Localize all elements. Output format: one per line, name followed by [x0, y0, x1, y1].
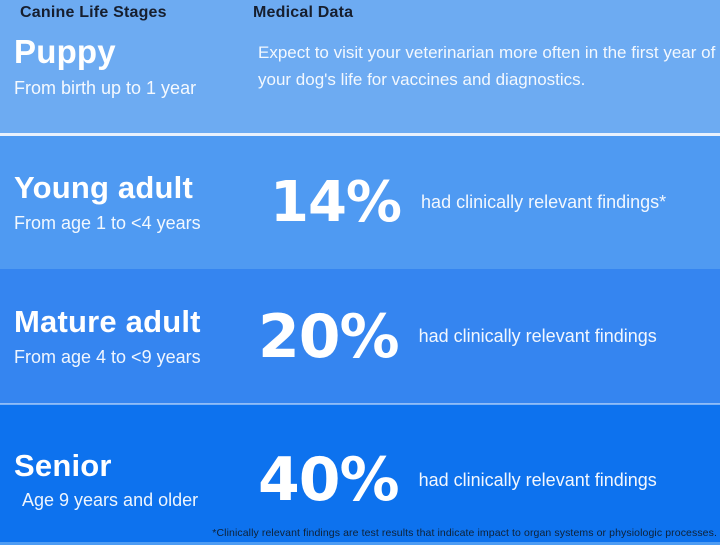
row-puppy-content: Puppy From birth up to 1 year Expect to … [0, 0, 720, 133]
stage-title-puppy: Puppy [14, 33, 116, 71]
row-senior-content: Senior Age 9 years and older 40% had cli… [0, 405, 720, 545]
stage-age-range-puppy: From birth up to 1 year [14, 77, 197, 98]
footnote: *Clinically relevant findings are test r… [212, 527, 717, 539]
column-header-canine-life-stages: Canine Life Stages [20, 4, 167, 21]
stage-block-young-adult: Young adult From age 1 to <4 years [0, 171, 246, 233]
stat-caption-senior: had clinically relevant findings [418, 469, 657, 490]
column-header-medical-data: Medical Data [253, 4, 354, 21]
medical-description-puppy: Expect to visit your veterinarian more o… [258, 43, 716, 89]
stage-age-range-young-adult: From age 1 to <4 years [14, 212, 201, 233]
stage-age-range-senior: Age 9 years and older [22, 490, 199, 511]
stat-percent-young-adult: 14% [270, 169, 402, 235]
stage-title-senior: Senior [14, 447, 112, 483]
stage-title-young-adult: Young adult [14, 170, 193, 206]
row-divider [0, 403, 720, 405]
stat-mature-adult: 20% had clinically relevant findings [246, 307, 657, 367]
stat-young-adult: 14% had clinically relevant findings* [246, 169, 667, 235]
stage-age-range-mature-adult: From age 4 to <9 years [14, 346, 201, 367]
bottom-strip [0, 542, 720, 545]
stat-percent-mature-adult: 20% [258, 301, 400, 372]
stage-block-puppy: Puppy From birth up to 1 year [0, 34, 246, 98]
stage-title-mature-adult: Mature adult [14, 304, 201, 340]
stage-block-senior: Senior Age 9 years and older [0, 447, 246, 511]
stage-block-mature-adult: Mature adult From age 4 to <9 years [0, 305, 246, 367]
stat-percent-senior: 40% [258, 445, 400, 515]
stat-senior: 40% had clinically relevant findings [246, 450, 657, 510]
row-young-adult: Young adult From age 1 to <4 years 14% h… [0, 136, 720, 269]
stat-caption-young-adult: had clinically relevant findings* [421, 192, 667, 212]
row-puppy: Canine Life Stages Medical Data Puppy Fr… [0, 0, 720, 133]
row-divider [0, 133, 720, 136]
row-mature-adult: Mature adult From age 4 to <9 years 20% … [0, 269, 720, 404]
stat-caption-mature-adult: had clinically relevant findings [418, 326, 657, 346]
row-mature-adult-content: Mature adult From age 4 to <9 years 20% … [0, 269, 720, 404]
row-young-adult-content: Young adult From age 1 to <4 years 14% h… [0, 136, 720, 269]
row-senior: Senior Age 9 years and older 40% had cli… [0, 405, 720, 545]
